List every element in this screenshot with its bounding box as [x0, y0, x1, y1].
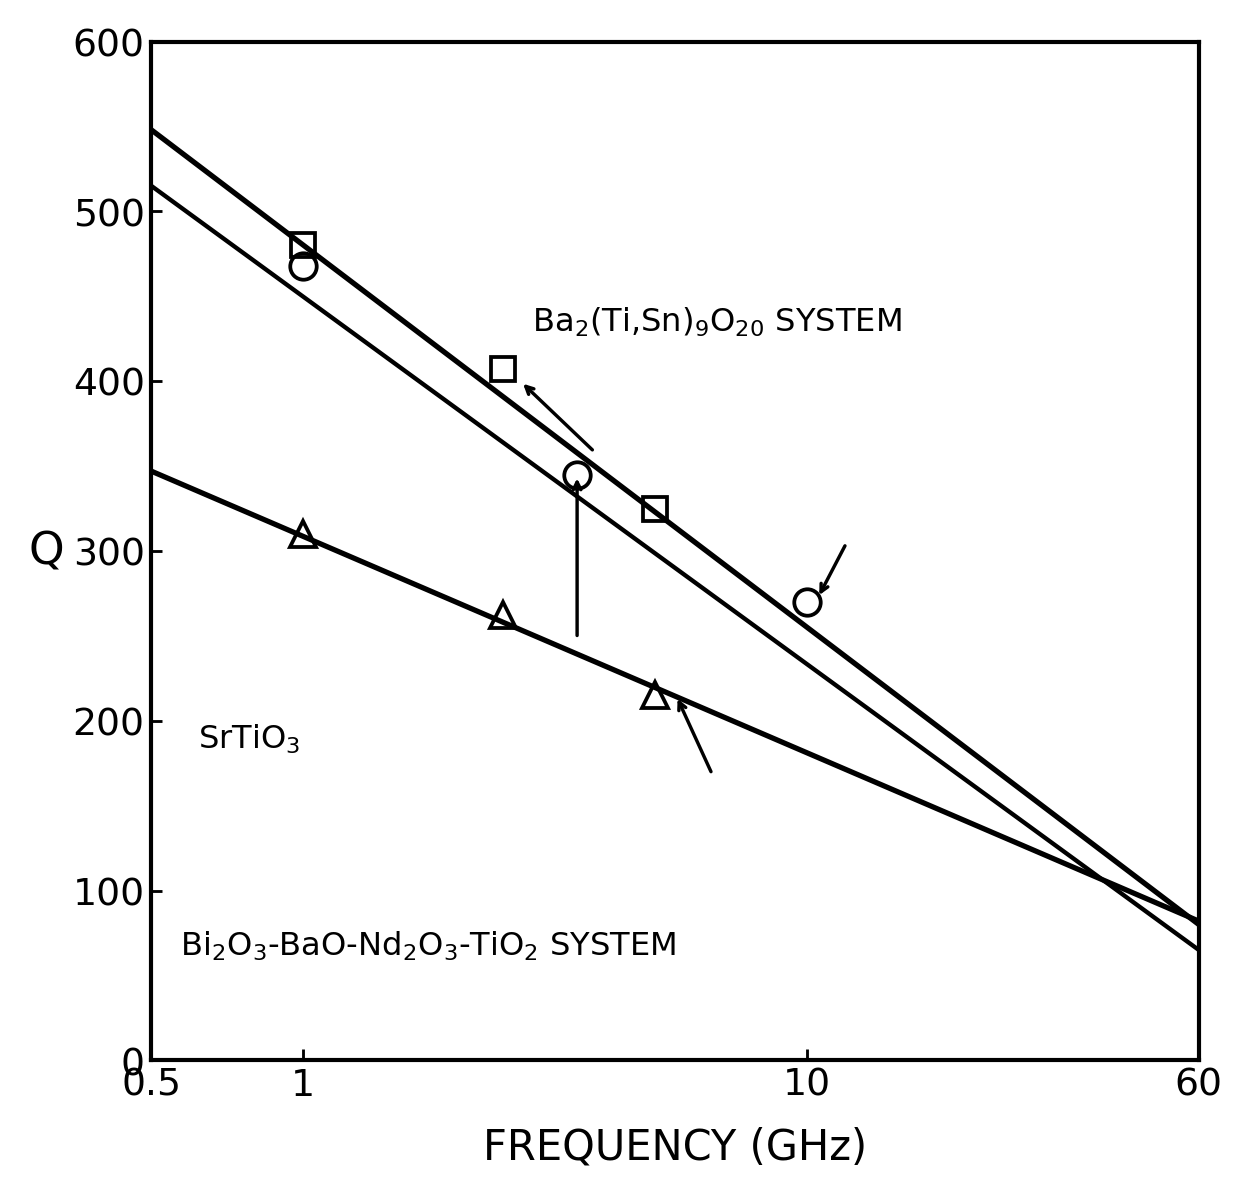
Text: SrTiO$_3$: SrTiO$_3$ — [199, 721, 300, 755]
Text: Ba$_2$(Ti,Sn)$_9$O$_{20}$ SYSTEM: Ba$_2$(Ti,Sn)$_9$O$_{20}$ SYSTEM — [532, 306, 902, 340]
Text: Bi$_2$O$_3$-BaO-Nd$_2$O$_3$-TiO$_2$ SYSTEM: Bi$_2$O$_3$-BaO-Nd$_2$O$_3$-TiO$_2$ SYST… — [180, 928, 677, 962]
X-axis label: FREQUENCY (GHz): FREQUENCY (GHz) — [483, 1125, 867, 1167]
Y-axis label: Q: Q — [29, 530, 64, 573]
